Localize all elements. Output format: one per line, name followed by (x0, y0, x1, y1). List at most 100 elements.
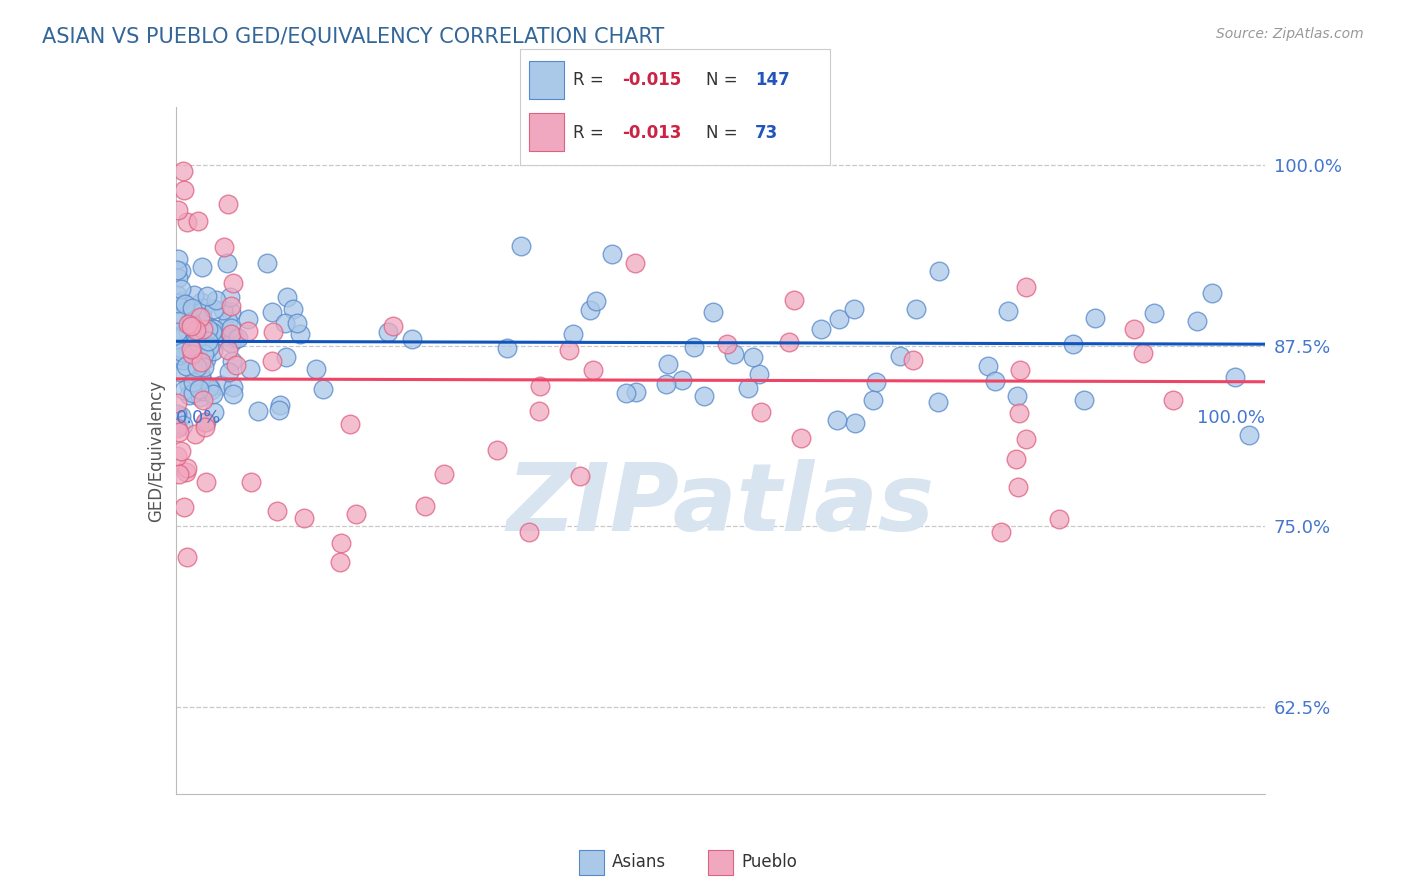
Point (749, 405, 772, 419)
Point (219, 290, 242, 304)
Point (240, 475, 263, 489)
Point (616, 386, 638, 401)
Point (285, 316, 308, 330)
Text: Asians: Asians (612, 853, 666, 871)
Text: N =: N = (706, 71, 742, 89)
Point (205, 293, 228, 307)
Point (166, 288, 188, 302)
Point (170, 282, 193, 296)
Point (1047, 512, 1070, 526)
Point (195, 289, 218, 303)
Point (166, 407, 188, 421)
Point (190, 310, 212, 324)
Point (1005, 452, 1028, 467)
Point (844, 416, 866, 430)
Text: R =: R = (572, 124, 609, 142)
Point (170, 264, 193, 278)
Point (1015, 280, 1038, 294)
Point (167, 252, 190, 266)
Point (997, 303, 1019, 318)
Point (221, 321, 243, 335)
Point (190, 370, 212, 384)
Point (209, 377, 232, 392)
Point (783, 293, 806, 307)
Point (176, 215, 198, 229)
Point (305, 362, 328, 376)
Point (624, 385, 647, 400)
Point (202, 343, 225, 358)
Point (496, 341, 519, 355)
Point (269, 398, 291, 412)
Point (167, 352, 190, 367)
Point (748, 367, 770, 381)
Point (181, 347, 204, 361)
Point (844, 301, 866, 316)
Point (247, 404, 270, 418)
Point (281, 301, 304, 316)
Point (167, 425, 190, 439)
Point (219, 327, 242, 342)
Point (600, 247, 623, 261)
Point (173, 297, 195, 311)
Point (212, 302, 235, 317)
Point (276, 350, 298, 364)
Point (179, 302, 201, 317)
Point (224, 332, 246, 346)
Point (166, 332, 188, 346)
Point (1008, 406, 1031, 420)
Point (984, 374, 1007, 388)
Point (173, 384, 195, 398)
Point (1201, 285, 1223, 300)
Point (222, 380, 245, 394)
Point (260, 304, 283, 318)
Point (928, 264, 950, 278)
Point (181, 385, 204, 400)
Point (191, 383, 214, 397)
Point (176, 549, 198, 564)
Point (191, 335, 214, 350)
Point (202, 405, 225, 419)
Point (329, 536, 352, 550)
Point (194, 415, 217, 429)
Point (166, 312, 188, 326)
Point (166, 296, 188, 310)
Point (1015, 432, 1038, 446)
Text: 73: 73 (755, 124, 779, 142)
Bar (709, 850, 734, 874)
Point (262, 354, 284, 368)
Point (169, 365, 191, 379)
Point (170, 341, 193, 355)
Point (1084, 310, 1107, 325)
Point (181, 340, 204, 354)
Point (166, 311, 188, 326)
Point (190, 368, 212, 383)
Point (186, 360, 208, 375)
Point (1132, 346, 1154, 360)
Point (226, 331, 249, 345)
Point (167, 270, 190, 285)
Point (191, 260, 214, 274)
Point (529, 379, 551, 393)
Point (1123, 322, 1146, 336)
Point (256, 256, 278, 270)
Point (225, 358, 247, 372)
Point (201, 326, 224, 340)
Point (267, 403, 290, 417)
Point (193, 347, 215, 361)
Point (339, 417, 361, 432)
Point (181, 376, 204, 390)
Point (174, 351, 197, 365)
Point (702, 305, 724, 319)
Point (186, 346, 208, 360)
Point (1143, 306, 1166, 320)
Point (172, 418, 194, 433)
Point (167, 467, 190, 481)
Point (186, 334, 208, 348)
Point (217, 343, 239, 357)
Point (1237, 427, 1260, 442)
Point (177, 378, 200, 392)
Point (510, 239, 533, 253)
Point (889, 349, 911, 363)
Point (329, 555, 352, 569)
Point (655, 377, 678, 392)
